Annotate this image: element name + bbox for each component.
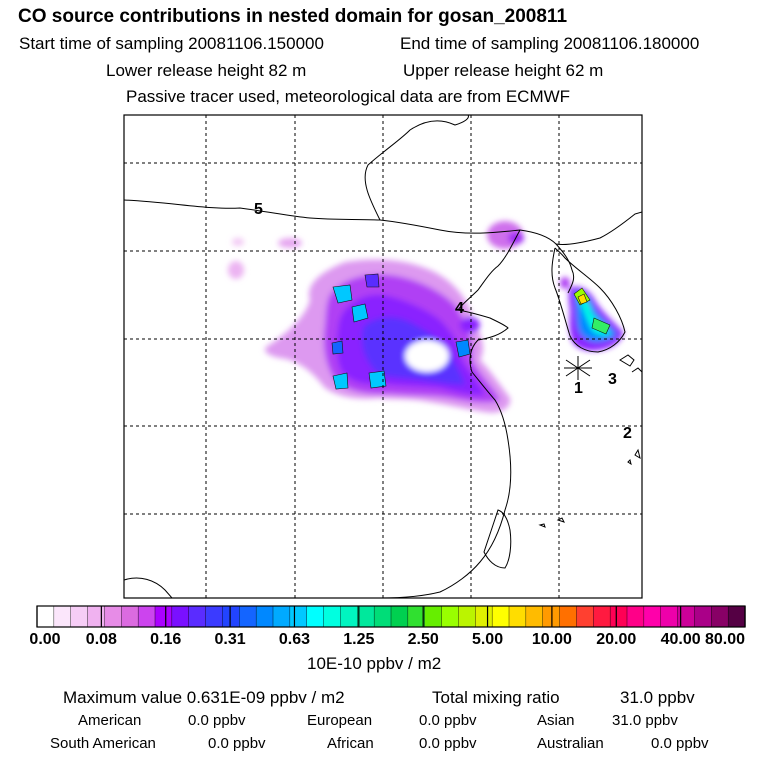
colorbar-cell bbox=[559, 605, 578, 628]
concentration-plume bbox=[228, 221, 623, 413]
colorbar-cell bbox=[593, 605, 611, 628]
region-name: European bbox=[307, 712, 373, 729]
colorbar-cell bbox=[441, 605, 460, 628]
lower-release-height: Lower release height 82 m bbox=[106, 61, 307, 80]
lat-lon-grid bbox=[124, 115, 642, 598]
maximum-value: Maximum value 0.631E-09 ppbv / m2 bbox=[63, 688, 345, 707]
colorbar-cell bbox=[239, 605, 257, 628]
colorbar-cell bbox=[121, 605, 139, 628]
colorbar-cell bbox=[407, 605, 426, 628]
colorbar-cell bbox=[104, 605, 122, 628]
colorbar-cell bbox=[643, 605, 662, 628]
region-value: 0.0 ppbv bbox=[651, 735, 709, 752]
colorbar-tick-label: 40.00 bbox=[660, 631, 701, 648]
end-time-label: End time of sampling 20081106.180000 bbox=[400, 34, 700, 53]
colorbar-cell bbox=[222, 605, 240, 628]
colorbar-cell bbox=[188, 605, 207, 628]
region-label-2: 2 bbox=[623, 425, 632, 442]
region-name: American bbox=[78, 712, 142, 729]
region-value: 0.0 ppbv bbox=[419, 735, 477, 752]
colorbar-tick-label: 1.25 bbox=[343, 631, 375, 648]
colorbar-cell bbox=[306, 605, 325, 628]
colorbar-cell bbox=[390, 605, 409, 628]
colorbar-tick-label: 5.00 bbox=[471, 631, 504, 648]
colorbar-cell bbox=[154, 605, 173, 628]
colorbar-tick-label: 0.00 bbox=[29, 631, 61, 648]
colorbar-cell bbox=[70, 605, 89, 628]
colorbar-cell bbox=[727, 605, 746, 628]
region-value: 31.0 ppbv bbox=[612, 712, 678, 729]
region-value: 0.0 ppbv bbox=[188, 712, 246, 729]
receptor-marker bbox=[564, 356, 592, 380]
colorbar-cell bbox=[255, 605, 274, 628]
colorbar-cell bbox=[36, 605, 55, 628]
colorbar-tick-label: 0.63 bbox=[278, 631, 311, 648]
colorbar-cell bbox=[171, 605, 190, 628]
colorbar-cell bbox=[711, 605, 729, 628]
colorbar-cell bbox=[289, 605, 308, 628]
colorbar-tick-label: 0.31 bbox=[214, 631, 246, 648]
coastlines bbox=[124, 115, 642, 598]
colorbar-cell bbox=[609, 605, 628, 628]
colorbar-tick-label: 0.08 bbox=[85, 631, 117, 648]
colorbar-cell bbox=[340, 605, 358, 628]
total-mixing-ratio-label: Total mixing ratio bbox=[432, 688, 560, 707]
region-label-4: 4 bbox=[455, 300, 464, 317]
colorbar-cell bbox=[323, 605, 342, 628]
region-name: Australian bbox=[537, 735, 604, 752]
colorbar-cell bbox=[694, 605, 712, 628]
colorbar-cell bbox=[458, 605, 476, 628]
region-name: Asian bbox=[537, 712, 575, 729]
colorbar-units: 10E-10 ppbv / m2 bbox=[307, 654, 442, 673]
colorbar-cell bbox=[626, 605, 645, 628]
colorbar-cell bbox=[660, 605, 679, 628]
colorbar-tick-label: 20.00 bbox=[596, 631, 637, 648]
colorbar-cell bbox=[357, 605, 375, 628]
colorbar-cell bbox=[576, 605, 594, 628]
total-mixing-ratio-value: 31.0 ppbv bbox=[620, 688, 695, 707]
start-time-label: Start time of sampling 20081106.150000 bbox=[19, 34, 324, 53]
colorbar-cell bbox=[205, 605, 224, 628]
colorbar-cell bbox=[272, 605, 291, 628]
colorbar-cell bbox=[508, 605, 527, 628]
colorbar-cell bbox=[475, 605, 493, 628]
region-label-3: 3 bbox=[608, 371, 617, 388]
colorbar-cell bbox=[87, 605, 106, 628]
colorbar-cell bbox=[491, 605, 510, 628]
region-value: 0.0 ppbv bbox=[419, 712, 477, 729]
region-value: 0.0 ppbv bbox=[208, 735, 266, 752]
map-frame bbox=[123, 114, 643, 599]
region-name: South American bbox=[50, 735, 156, 752]
region-label-5: 5 bbox=[254, 201, 263, 218]
colorbar-cell bbox=[525, 605, 544, 628]
region-label-1: 1 bbox=[574, 380, 583, 397]
plot-title: CO source contributions in nested domain… bbox=[18, 6, 568, 27]
colorbar-tick-label: 2.50 bbox=[407, 631, 439, 648]
colorbar-cell bbox=[424, 605, 443, 628]
colorbar-tick-label: 80.00 bbox=[704, 631, 746, 648]
upper-release-height: Upper release height 62 m bbox=[403, 61, 604, 80]
colorbar-cell bbox=[373, 605, 392, 628]
colorbar-cell bbox=[53, 605, 72, 628]
tracer-note: Passive tracer used, meteorological data… bbox=[126, 87, 571, 106]
colorbar-tick-label: 0.16 bbox=[150, 631, 182, 648]
colorbar-cell bbox=[137, 605, 156, 628]
region-name: African bbox=[327, 735, 374, 752]
colorbar-tick-label: 10.00 bbox=[531, 631, 572, 648]
